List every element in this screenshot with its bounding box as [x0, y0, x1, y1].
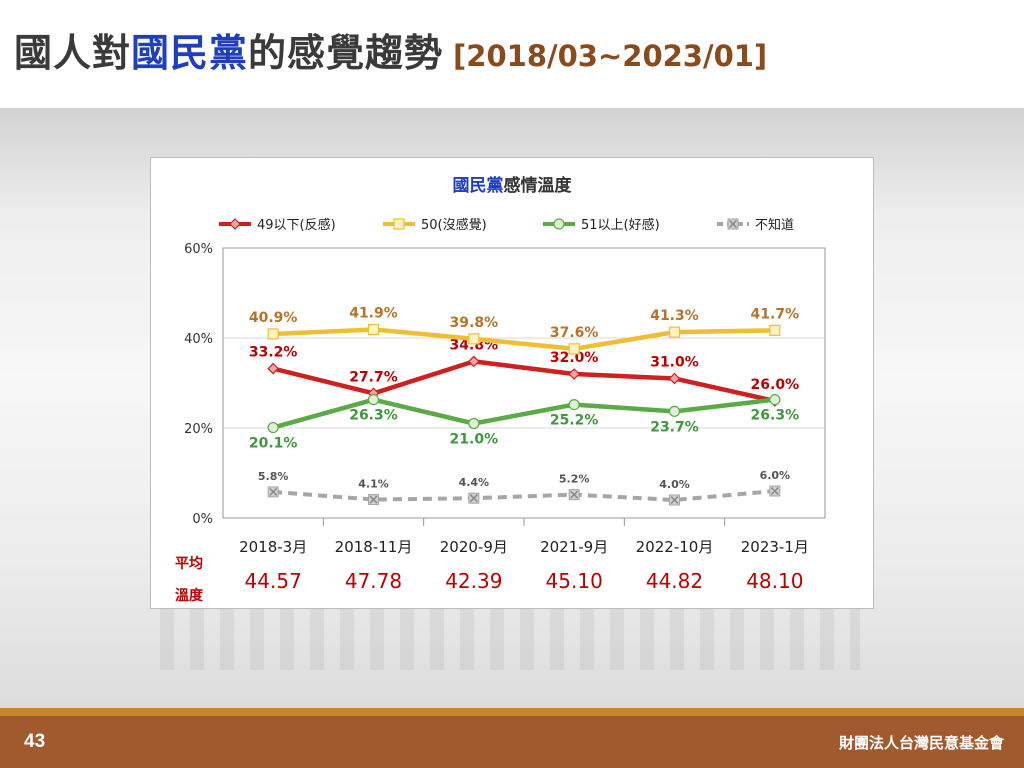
line-chart: 國民黨感情溫度 49以下(反感) 50(沒感覺) 51以上(好感) 不知道 0% 20% 40… [175, 175, 826, 604]
series-3-point-1-x2 [369, 495, 378, 504]
series-1-label-3: 37.6% [550, 325, 599, 341]
background-silhouettes [160, 600, 860, 670]
legend-label-2: 51以上(好感) [581, 217, 660, 233]
chart-title-rest: 感情溫度 [504, 175, 573, 196]
average-label-line1: 平均 [175, 555, 203, 572]
y-tick-label-0: 0% [192, 512, 213, 527]
slide-title: 國人對國民黨的感覺趨勢 [2018/03~2023/01] [14, 22, 767, 77]
series-2-point-4 [668, 405, 681, 417]
series-1-point-5 [769, 324, 781, 336]
title-area: 國人對國民黨的感覺趨勢 [2018/03~2023/01] [0, 0, 1024, 108]
y-tick-label-2: 40% [184, 332, 213, 347]
series-1-point-1 [367, 323, 380, 336]
series-1-label-4: 41.3% [650, 308, 699, 324]
series-2-label-4: 23.7% [650, 419, 699, 435]
organization-name: 財團法人台灣民意基金會 [838, 734, 1004, 752]
average-label-line2: 溫度 [175, 587, 204, 604]
legend-marker-0 [229, 218, 241, 230]
series-2-point-5 [769, 394, 781, 406]
series-1-point-2 [468, 333, 480, 345]
series-1-point-0 [267, 328, 279, 340]
series-1-label-0: 40.9% [249, 310, 298, 326]
series-2-label-5: 26.3% [751, 408, 800, 424]
series-0-point-4 [668, 372, 681, 385]
average-value-1: 47.78 [345, 569, 402, 593]
series-line-1 [273, 327, 775, 352]
series-0-point-0 [267, 362, 280, 375]
series-3-point-0-x2 [269, 487, 278, 496]
series-3-label-4: 4.0% [659, 478, 690, 491]
series-line-3 [273, 489, 776, 502]
series-3-point-5-x2 [770, 486, 779, 496]
series-2-point-0 [267, 421, 279, 434]
series-3-point-4-x2 [670, 495, 679, 505]
series-2-point-1 [367, 394, 380, 406]
legend-marker-3-x2 [728, 219, 738, 229]
series-2-label-3: 25.2% [550, 413, 599, 429]
title-highlight: 國民黨 [131, 31, 249, 75]
legend-marker-2 [553, 218, 565, 230]
series-3-point-2-x2 [469, 494, 478, 503]
series-3-label-5: 6.0% [760, 469, 791, 482]
series-1-label-1: 41.9% [349, 305, 398, 321]
legend-label-1: 50(沒感覺) [421, 217, 487, 233]
average-value-4: 44.82 [646, 569, 703, 593]
x-tick-label-3: 2021-9月 [540, 538, 608, 556]
series-2-point-3 [568, 399, 580, 411]
plot-border [222, 247, 826, 519]
average-value-2: 42.39 [445, 569, 502, 593]
series-0-label-1: 27.7% [349, 369, 398, 385]
title-part2: 的感覺趨勢 [248, 31, 444, 75]
x-tick-label-1: 2018-11月 [335, 538, 413, 556]
series-3-point-3-x2 [570, 490, 579, 499]
chart-title: 國民黨感情溫度 [453, 175, 573, 196]
series-2-label-2: 21.0% [450, 432, 499, 448]
series-0-label-3: 32.0% [550, 350, 599, 366]
legend-label-0: 49以下(反感) [257, 217, 336, 233]
series-0-point-2 [467, 355, 480, 368]
footer-bar: 43 財團法人台灣民意基金會 [0, 716, 1024, 768]
series-0-label-0: 33.2% [249, 345, 298, 361]
series-1-label-2: 39.8% [450, 315, 499, 331]
y-tick-label-1: 20% [184, 422, 213, 437]
series-3-label-1: 4.1% [358, 478, 389, 491]
chart-title-highlight: 國民黨 [453, 175, 504, 196]
series-0-point-3 [568, 368, 581, 380]
series-3-label-0: 5.8% [258, 470, 289, 483]
series-1-label-5: 41.7% [751, 306, 800, 322]
series-line-0 [272, 359, 776, 404]
title-part1: 國人對 [14, 31, 132, 75]
series-2-label-0: 20.1% [249, 436, 298, 452]
series-3-label-3: 5.2% [559, 473, 590, 486]
footer-stripe [0, 708, 1024, 716]
legend-marker-1 [393, 218, 405, 230]
y-tick-label-3: 60% [184, 242, 213, 257]
series-0-label-5: 26.0% [751, 377, 800, 393]
legend-label-3: 不知道 [755, 217, 794, 233]
page-number: 43 [24, 731, 46, 752]
average-value-3: 45.10 [546, 569, 603, 593]
series-1-point-3 [568, 343, 580, 355]
series-1-point-4 [668, 326, 681, 338]
average-value-0: 44.57 [245, 569, 302, 593]
x-tick-label-5: 2023-1月 [741, 538, 809, 556]
x-tick-label-4: 2022-10月 [636, 538, 714, 556]
series-0-label-4: 31.0% [650, 355, 699, 371]
series-2-point-2 [468, 417, 480, 430]
average-value-5: 48.10 [746, 569, 803, 593]
x-tick-label-0: 2018-3月 [239, 538, 307, 556]
series-3-label-2: 4.4% [459, 476, 490, 489]
series-line-2 [272, 397, 776, 430]
chart-panel: 國民黨感情溫度 49以下(反感) 50(沒感覺) 51以上(好感) 不知道 0% 20% 40… [150, 157, 874, 609]
title-date-range: [2018/03~2023/01] [453, 39, 768, 73]
x-tick-label-2: 2020-9月 [440, 538, 508, 556]
series-2-label-1: 26.3% [349, 408, 398, 424]
